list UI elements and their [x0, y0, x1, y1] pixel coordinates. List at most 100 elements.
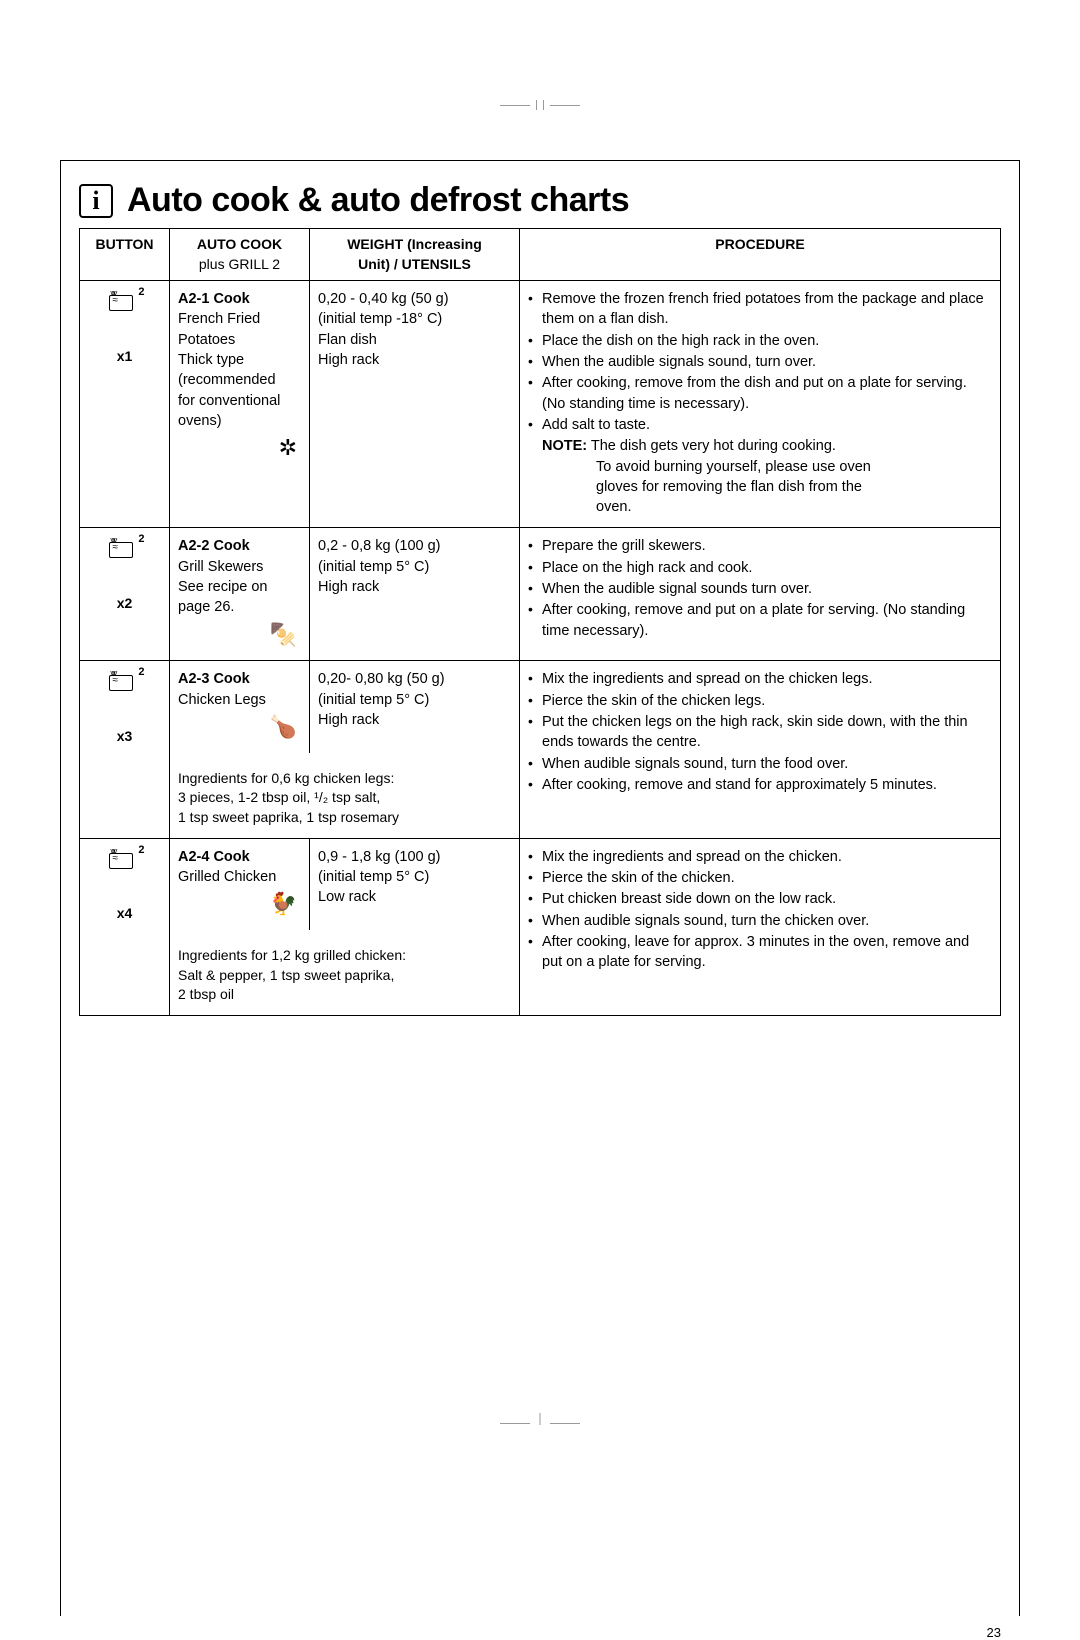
weight-line: (initial temp -18° C): [318, 311, 442, 327]
procedure-list: Mix the ingredients and spread on the ch…: [528, 669, 992, 795]
procedure-item: Pierce the skin of the chicken.: [528, 868, 992, 888]
procedure-item: Mix the ingredients and spread on the ch…: [528, 847, 992, 867]
microwave-grill-icon: ᵛᵛᵛ≈2: [107, 671, 143, 693]
note-line: oven.: [542, 497, 992, 517]
procedure-item: Put chicken breast side down on the low …: [528, 889, 992, 909]
weight-line: (initial temp 5° C): [318, 869, 429, 885]
microwave-grill-icon: ᵛᵛᵛ≈2: [107, 849, 143, 871]
procedure-item: Prepare the grill skewers.: [528, 536, 992, 556]
note-line: gloves for removing the flan dish from t…: [542, 477, 992, 497]
button-label: x2: [88, 594, 161, 614]
procedure-list: Mix the ingredients and spread on the ch…: [528, 847, 992, 973]
ingredient-line: Ingredients for 0,6 kg chicken legs:: [178, 770, 394, 786]
autocook-line: Grill Skewers: [178, 559, 263, 575]
procedure-item: Pierce the skin of the chicken legs.: [528, 691, 992, 711]
autocook-cell: A2-3 CookChicken Legs🍗: [170, 661, 310, 753]
button-cell: ᵛᵛᵛ≈2 x2: [80, 528, 170, 661]
weight-line: (initial temp 5° C): [318, 692, 429, 708]
procedure-list: Remove the frozen french fried potatoes …: [528, 289, 992, 435]
button-cell: ᵛᵛᵛ≈2 x4: [80, 838, 170, 1015]
th-autocook-l1: AUTO COOK: [197, 236, 282, 252]
th-weight-l2: Unit) / UTENSILS: [358, 256, 471, 272]
procedure-item: After cooking, remove and stand for appr…: [528, 775, 992, 795]
note-line: To avoid burning yourself, please use ov…: [542, 457, 992, 477]
weight-line: High rack: [318, 579, 379, 595]
skewer-icon: 🍢: [178, 620, 301, 651]
procedure-item: Place the dish on the high rack in the o…: [528, 331, 992, 351]
weight-cell: 0,20 - 0,40 kg (50 g) (initial temp -18° …: [310, 281, 520, 528]
table-row: ᵛᵛᵛ≈2x3A2-3 CookChicken Legs🍗0,20- 0,80 …: [80, 661, 1001, 753]
button-cell: ᵛᵛᵛ≈2 x1: [80, 281, 170, 528]
weight-cell: 0,20- 0,80 kg (50 g) (initial temp 5° C) H…: [310, 661, 520, 753]
th-weight-l1: WEIGHT (Increasing: [347, 236, 482, 252]
procedure-item: When audible signals sound, turn the foo…: [528, 754, 992, 774]
weight-line: High rack: [318, 352, 379, 368]
autocook-table: BUTTON AUTO COOK plus GRILL 2 WEIGHT (In…: [79, 228, 1001, 1016]
procedure-cell: Prepare the grill skewers.Place on the h…: [520, 528, 1001, 661]
button-label: x4: [88, 904, 161, 924]
weight-line: 0,9 - 1,8 kg (100 g): [318, 849, 441, 865]
page-frame: i Auto cook & auto defrost charts BUTTON…: [60, 160, 1020, 1616]
ingredients-cell: Ingredients for 1,2 kg grilled chicken:S…: [170, 930, 520, 1015]
weight-cell: 0,9 - 1,8 kg (100 g) (initial temp 5° C) L…: [310, 838, 520, 930]
autocook-title: A2-3 Cook: [178, 671, 250, 687]
autocook-title: A2-4 Cook: [178, 849, 250, 865]
autocook-cell: A2-1 CookFrench FriedPotatoesThick type(…: [170, 281, 310, 528]
page-title: Auto cook & auto defrost charts: [127, 181, 629, 220]
weight-line: Low rack: [318, 889, 376, 905]
th-button: BUTTON: [80, 229, 170, 281]
procedure-item: When the audible signal sounds turn over…: [528, 579, 992, 599]
autocook-title: A2-2 Cook: [178, 538, 250, 554]
autocook-line: (recommended: [178, 372, 276, 388]
procedure-item: Place on the high rack and cook.: [528, 558, 992, 578]
procedure-item: After cooking, remove from the dish and …: [528, 373, 992, 414]
page-number: 23: [987, 1625, 1001, 1640]
weight-line: Flan dish: [318, 332, 377, 348]
autocook-title: A2-1 Cook: [178, 291, 250, 307]
table-row: ᵛᵛᵛ≈2 x4 A2-4 Cook Grilled Chicken 🐓 0,9 - 1,…: [80, 838, 1001, 930]
autocook-cell: A2-4 Cook Grilled Chicken 🐓: [170, 838, 310, 930]
ingredients-cell: Ingredients for 0,6 kg chicken legs: 3 pi…: [170, 753, 520, 838]
ingredient-line: 2 tbsp oil: [178, 986, 234, 1002]
note-label: NOTE:: [542, 438, 587, 454]
procedure-list: Prepare the grill skewers.Place on the h…: [528, 536, 992, 640]
procedure-item: Mix the ingredients and spread on the ch…: [528, 669, 992, 689]
weight-line: High rack: [318, 712, 379, 728]
ingredient-line: 1 tsp sweet paprika, 1 tsp rosemary: [178, 809, 399, 825]
weight-line: 0,20 - 0,40 kg (50 g): [318, 291, 449, 307]
weight-line: 0,20- 0,80 kg (50 g): [318, 671, 445, 687]
weight-cell: 0,2 - 0,8 kg (100 g)(initial temp 5° C)H…: [310, 528, 520, 661]
autocook-cell: A2-2 Cook Grill Skewers See recipe on page …: [170, 528, 310, 661]
fries-icon: ✲: [178, 433, 301, 464]
ingredient-line: 3 pieces, 1-2 tbsp oil, ¹/₂ tsp salt,: [178, 789, 380, 805]
button-label: x1: [88, 347, 161, 367]
procedure-item: After cooking, remove and put on a plate…: [528, 600, 992, 641]
th-weight: WEIGHT (Increasing Unit) / UTENSILS: [310, 229, 520, 281]
autocook-line: See recipe on: [178, 579, 267, 595]
th-autocook-l2: plus GRILL 2: [199, 256, 280, 272]
procedure-cell: Mix the ingredients and spread on the ch…: [520, 661, 1001, 838]
crop-mark-bottom: [500, 1418, 580, 1438]
th-procedure: PROCEDURE: [520, 229, 1001, 281]
autocook-line: page 26.: [178, 599, 234, 615]
procedure-item: Remove the frozen french fried potatoes …: [528, 289, 992, 330]
autocook-line: Chicken Legs: [178, 692, 266, 708]
chicken-icon: 🐓: [178, 889, 301, 920]
microwave-grill-icon: ᵛᵛᵛ≈2: [107, 538, 143, 560]
procedure-item: Put the chicken legs on the high rack, s…: [528, 712, 992, 753]
button-cell: ᵛᵛᵛ≈2 x3: [80, 661, 170, 838]
crop-mark-top: [500, 95, 580, 115]
procedure-cell: Mix the ingredients and spread on the ch…: [520, 838, 1001, 1015]
autocook-line: Potatoes: [178, 332, 235, 348]
autocook-line: Grilled Chicken: [178, 869, 276, 885]
procedure-item: Add salt to taste.: [528, 415, 992, 435]
procedure-cell: Remove the frozen french fried potatoes …: [520, 281, 1001, 528]
procedure-item: After cooking, leave for approx. 3 minut…: [528, 932, 992, 973]
table-row: ᵛᵛᵛ≈2 x1 A2-1 CookFrench FriedPotatoesThic…: [80, 281, 1001, 528]
note-text: The dish gets very hot during cooking.: [591, 438, 836, 454]
ingredient-line: Ingredients for 1,2 kg grilled chicken:: [178, 947, 406, 963]
button-label: x3: [88, 727, 161, 747]
info-icon: i: [79, 184, 113, 218]
autocook-line: ovens): [178, 413, 222, 429]
microwave-grill-icon: ᵛᵛᵛ≈2: [107, 291, 143, 313]
